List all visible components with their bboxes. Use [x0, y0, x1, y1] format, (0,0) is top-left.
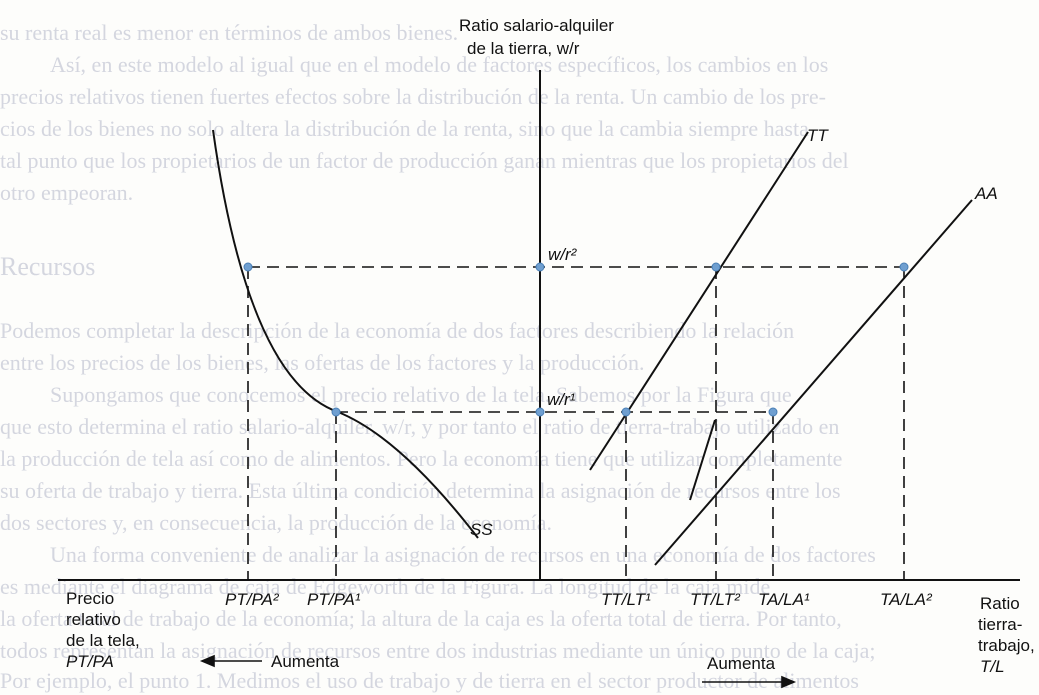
tt-curve-label: TT — [807, 126, 828, 145]
ss-curve-label: SS — [470, 520, 493, 539]
x-axis-title-line2: tierra- — [978, 615, 1023, 634]
x-axis-title-line3: trabajo, — [978, 636, 1035, 655]
left-axis-title-line1: Precio — [66, 589, 115, 608]
ta-l-1-label: TA/LA¹ — [758, 590, 810, 609]
left-axis-title-line4: PT/PA — [66, 652, 114, 671]
point-axis-w1 — [535, 407, 545, 417]
right-arrow-label: Aumenta — [707, 654, 776, 673]
right-arrow-head — [781, 675, 797, 689]
tt-extension-line — [689, 419, 716, 501]
x-axis-title-line1: Ratio — [980, 594, 1020, 613]
y-axis-title-line2: de la tierra, w/r — [467, 39, 580, 58]
aa-curve-label: AA — [975, 184, 998, 203]
left-axis-title-line3: de la tela, — [66, 631, 140, 650]
tt-line — [589, 131, 809, 471]
aa-line — [654, 199, 973, 566]
point-ss-w1 — [331, 407, 341, 417]
left-arrow-head — [199, 654, 215, 668]
w2-label: w/r² — [548, 245, 577, 264]
left-arrow-label: Aumenta — [271, 652, 340, 671]
pt-pa-1-label: PT/PA¹ — [307, 590, 361, 609]
x-axis-title-line4: T/L — [980, 657, 1005, 676]
point-tt-w1 — [621, 407, 631, 417]
pt-pa-2-label: PT/PA² — [225, 590, 279, 609]
point-aa-w2 — [899, 262, 909, 272]
point-tt-w2 — [711, 262, 721, 272]
point-ss-w2 — [243, 262, 253, 272]
tt-l-1-label: TT/LT¹ — [601, 590, 651, 609]
y-axis-title-line1: Ratio salario-alquiler — [459, 16, 614, 35]
left-axis-title-line2: relativo — [66, 610, 121, 629]
tt-l-2-label: TT/LT² — [690, 590, 740, 609]
point-aa-w1 — [768, 407, 778, 417]
point-axis-w2 — [535, 262, 545, 272]
w1-label: w/r¹ — [547, 390, 576, 409]
ta-l-2-label: TA/LA² — [880, 590, 932, 609]
ss-curve — [212, 129, 479, 539]
